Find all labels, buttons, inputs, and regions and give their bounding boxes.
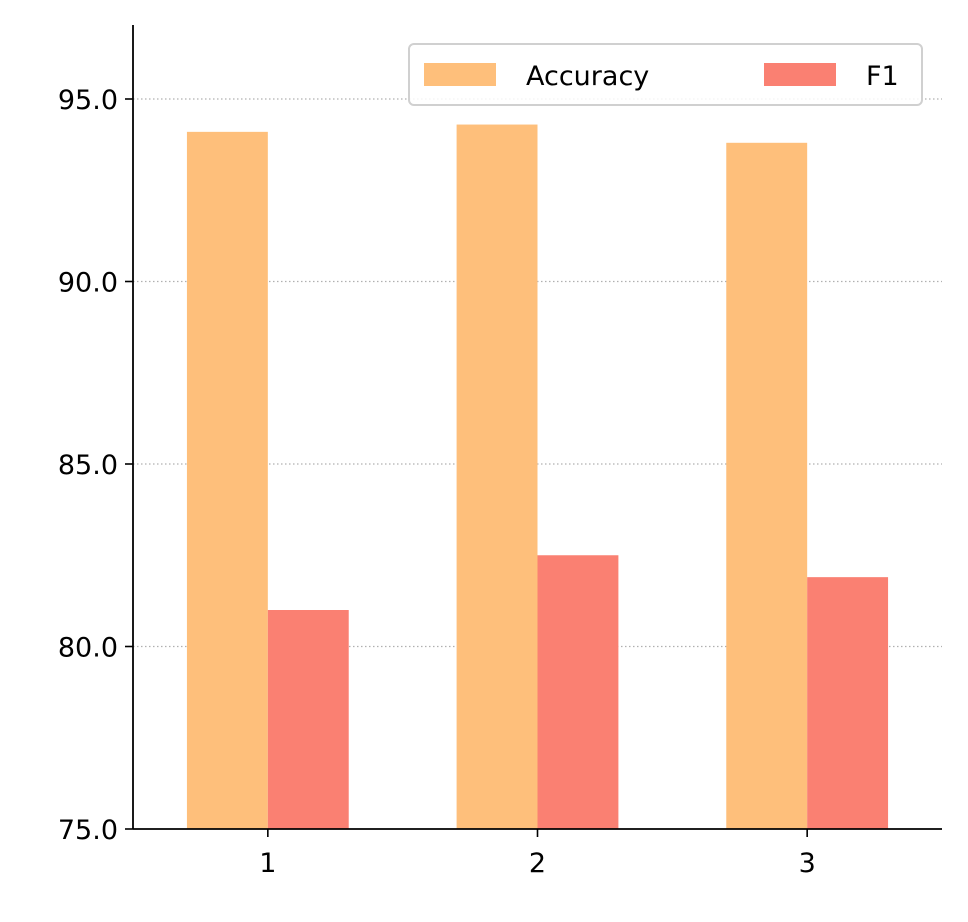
y-tick-label: 80.0 — [58, 633, 118, 664]
bar-f1-1 — [267, 610, 349, 829]
y-tick-label: 90.0 — [58, 268, 118, 299]
x-tick-label: 3 — [799, 848, 816, 879]
y-tick-label: 75.0 — [58, 815, 118, 846]
legend — [408, 43, 923, 106]
bar-f1-2 — [537, 555, 619, 829]
y-tick-label: 85.0 — [58, 450, 118, 481]
bar-accuracy-1 — [186, 131, 268, 830]
bar-accuracy-3 — [726, 142, 808, 830]
legend-swatch-accuracy — [424, 63, 496, 86]
legend-label-f1: F1 — [866, 61, 899, 92]
x-tick-label: 2 — [529, 848, 546, 879]
bar-f1-3 — [807, 577, 889, 829]
legend-swatch-f1 — [764, 63, 836, 86]
bar-accuracy-2 — [456, 124, 538, 830]
x-tick-label: 1 — [259, 848, 276, 879]
legend-label-accuracy: Accuracy — [526, 61, 649, 92]
y-tick-label: 95.0 — [58, 85, 118, 116]
